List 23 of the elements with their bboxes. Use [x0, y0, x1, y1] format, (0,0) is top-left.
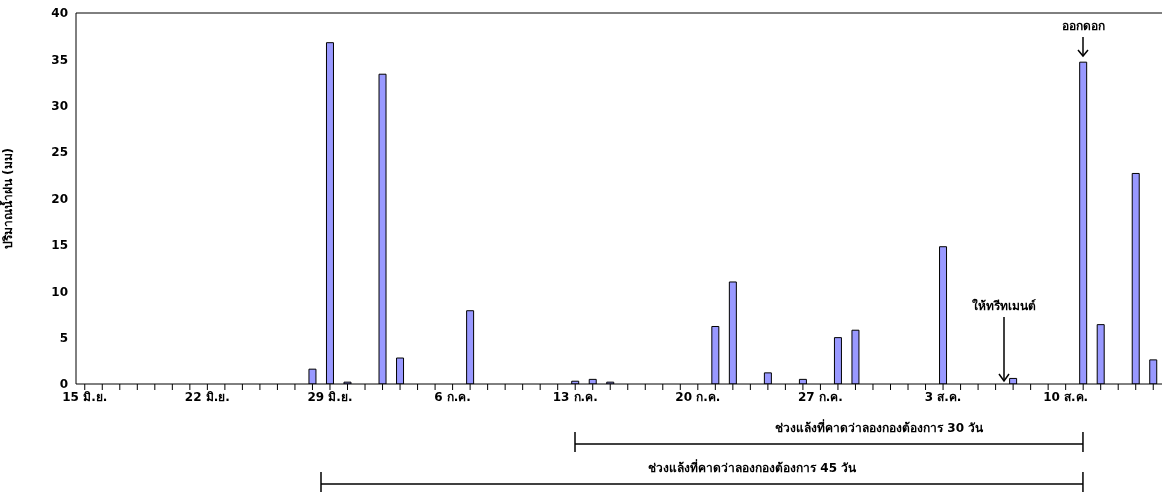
- y-tick-label: 10: [51, 284, 68, 299]
- x-tick-label: 27 ก.ค.: [797, 389, 843, 404]
- annotation: ออกดอก: [1061, 18, 1105, 36]
- x-tick-label: 6 ก.ค.: [434, 389, 471, 404]
- x-tick-label: 13 ก.ค.: [552, 389, 598, 404]
- y-tick-label: 35: [51, 52, 68, 67]
- x-tick-label: 10 ส.ค.: [1043, 389, 1089, 404]
- y-tick-label: 0: [59, 377, 68, 392]
- text: ช่วงแล้งที่คาดว่าลองกองต้องการ 45 วัน: [648, 458, 857, 477]
- x-tick-label: 3 ส.ค.: [924, 389, 962, 404]
- x-tick-label: 29 มิ.ย.: [307, 389, 353, 404]
- x-tick-label: 20 ก.ค.: [675, 389, 721, 404]
- y-axis-title: ปริมาณน้ำฝน (มม): [0, 147, 16, 250]
- annotation: ให้ทรีทเมนต์: [972, 297, 1037, 315]
- y-tick-label: 30: [51, 99, 68, 114]
- y-tick-label: 25: [51, 145, 68, 160]
- x-tick-label: 22 มิ.ย.: [184, 389, 230, 404]
- x-tick-label: 15 มิ.ย.: [62, 389, 108, 404]
- y-tick-label: 20: [51, 191, 68, 206]
- text: ช่วงแล้งที่คาดว่าลองกองต้องการ 30 วัน: [775, 418, 984, 437]
- y-tick-label: 15: [51, 238, 68, 253]
- y-tick-label: 40: [51, 6, 68, 21]
- y-tick-label: 5: [59, 330, 68, 345]
